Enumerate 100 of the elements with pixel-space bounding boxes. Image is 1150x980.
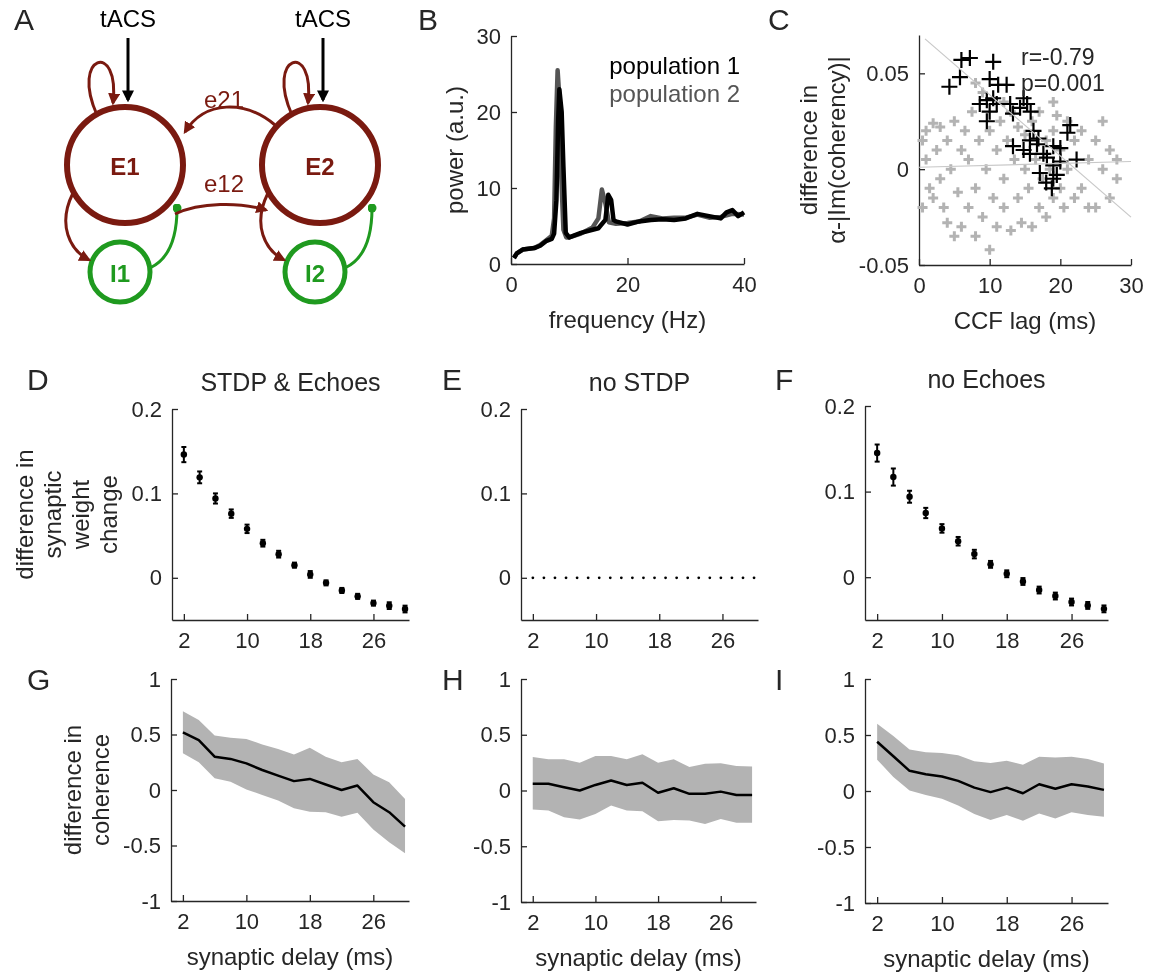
y-tick-label: 20 [476, 99, 501, 125]
point [1061, 115, 1080, 135]
chart-title: STDP & Echoes [200, 368, 381, 396]
x-tick-label: 2 [871, 910, 884, 936]
y-tick-label: 1 [842, 666, 855, 692]
point [1001, 94, 1020, 114]
y-axis-title: difference in coherence [59, 724, 115, 856]
text: F [775, 363, 794, 396]
y-axis-title: difference in α-|Im(coherency)| [794, 56, 850, 244]
x-tick-label: 18 [298, 627, 323, 653]
point [997, 75, 1016, 94]
x-tick-label: 26 [709, 909, 734, 935]
x-tick-label: 26 [1059, 910, 1085, 936]
point [873, 449, 881, 457]
point [180, 451, 188, 458]
text: tACS [294, 5, 352, 32]
line-series [875, 740, 1106, 795]
point [1014, 140, 1033, 160]
y-tick-label: 0.1 [824, 479, 855, 505]
y-tick-label: 0 [842, 564, 855, 590]
y-tick-label: 0 [842, 778, 855, 804]
y-tick-label: 0.1 [131, 480, 162, 506]
x-tick-label: 10 [235, 627, 260, 653]
y-tick-label: 0 [488, 251, 501, 277]
point [1018, 94, 1037, 114]
x-tick-label: 26 [710, 627, 736, 653]
text: D [27, 363, 49, 396]
x-tick-label: 2 [871, 627, 884, 653]
text: I1 [109, 260, 131, 287]
point [960, 48, 979, 68]
x-tick-label: 10 [583, 909, 609, 935]
x-axis-title: synaptic delay (ms) [535, 944, 742, 971]
y-tick-label: 0.1 [480, 480, 511, 506]
point [1067, 150, 1086, 169]
y-tick-label: 0 [149, 565, 162, 591]
text: population 1 [609, 52, 740, 79]
text: I [775, 663, 784, 696]
y-tick-label: -0.5 [817, 834, 855, 860]
x-tick-label: 2 [527, 909, 540, 935]
chart-title: no Echoes [927, 365, 1046, 393]
text: E1 [110, 153, 140, 180]
x-axis-title: frequency (Hz) [548, 306, 707, 333]
x-tick-label: 2 [527, 627, 540, 653]
point [890, 473, 897, 481]
x-tick-label: 18 [995, 627, 1020, 653]
point [952, 50, 971, 70]
y-tick-label: 0.2 [131, 396, 162, 422]
text: population 2 [609, 80, 740, 107]
point [1003, 137, 1023, 156]
y-tick-label: 1 [498, 666, 511, 692]
x-tick-label: 26 [361, 627, 387, 653]
y-tick-label: -1 [141, 888, 161, 914]
x-tick-label: 0 [913, 272, 926, 298]
y-tick-label: -0.5 [123, 833, 161, 859]
text: C [768, 3, 790, 36]
chart-title: no STDP [588, 368, 691, 396]
text: E2 [305, 153, 335, 180]
y-tick-label: -0.5 [473, 833, 511, 859]
point [977, 112, 996, 131]
y-tick-label: 0 [498, 778, 511, 804]
y-tick-label: 0.2 [480, 396, 511, 422]
x-tick-label: 18 [647, 627, 672, 653]
x-tick-label: 18 [298, 908, 323, 934]
x-tick-label: 20 [1048, 272, 1074, 298]
x-tick-label: 20 [615, 271, 641, 297]
x-tick-label: 2 [177, 908, 190, 934]
y-tick-label: 0 [148, 777, 161, 803]
text: H [442, 663, 464, 696]
text: A [14, 3, 35, 36]
y-axis-title: power (a.u.) [440, 85, 468, 215]
y-tick-label: 0.5 [130, 722, 161, 748]
line-series [531, 779, 754, 797]
x-tick-label: 10 [930, 910, 955, 936]
y-tick-label: -0.05 [858, 252, 909, 278]
annotation: p=0.001 [1021, 70, 1105, 96]
x-axis-title: synaptic delay (ms) [883, 945, 1090, 972]
x-tick-label: 10 [234, 908, 260, 934]
text: E [442, 363, 463, 396]
point [1047, 165, 1066, 185]
point [196, 474, 203, 481]
x-tick-label: 26 [361, 908, 387, 934]
y-tick-label: -1 [835, 890, 855, 916]
point [940, 77, 959, 96]
y-tick-label: 0.5 [480, 722, 511, 748]
point [1051, 152, 1070, 171]
point [950, 68, 970, 87]
text: B [418, 3, 439, 36]
x-tick-label: 2 [178, 627, 191, 653]
y-tick-label: 0 [498, 565, 511, 591]
text: G [27, 663, 51, 696]
text: I2 [304, 260, 326, 287]
x-tick-label: 18 [646, 909, 671, 935]
x-tick-label: 10 [930, 627, 955, 653]
line-series [181, 731, 407, 828]
y-tick-label: 0.05 [866, 60, 909, 86]
y-tick-label: 0 [896, 156, 909, 182]
x-tick-label: 10 [977, 272, 1003, 298]
text: e12 [203, 170, 245, 197]
annotation: r=-0.79 [1021, 44, 1095, 70]
x-tick-label: 10 [584, 627, 609, 653]
